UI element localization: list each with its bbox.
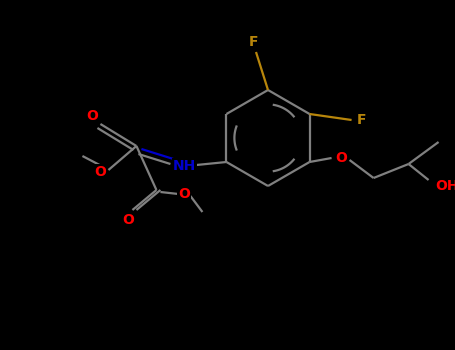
Text: F: F <box>248 35 258 49</box>
Text: NH: NH <box>173 159 196 173</box>
Text: O: O <box>336 151 348 165</box>
Text: O: O <box>122 213 134 227</box>
Text: O: O <box>95 165 106 179</box>
Text: OH: OH <box>435 179 455 193</box>
Text: O: O <box>86 109 98 123</box>
Text: O: O <box>178 187 190 201</box>
Text: F: F <box>357 113 366 127</box>
